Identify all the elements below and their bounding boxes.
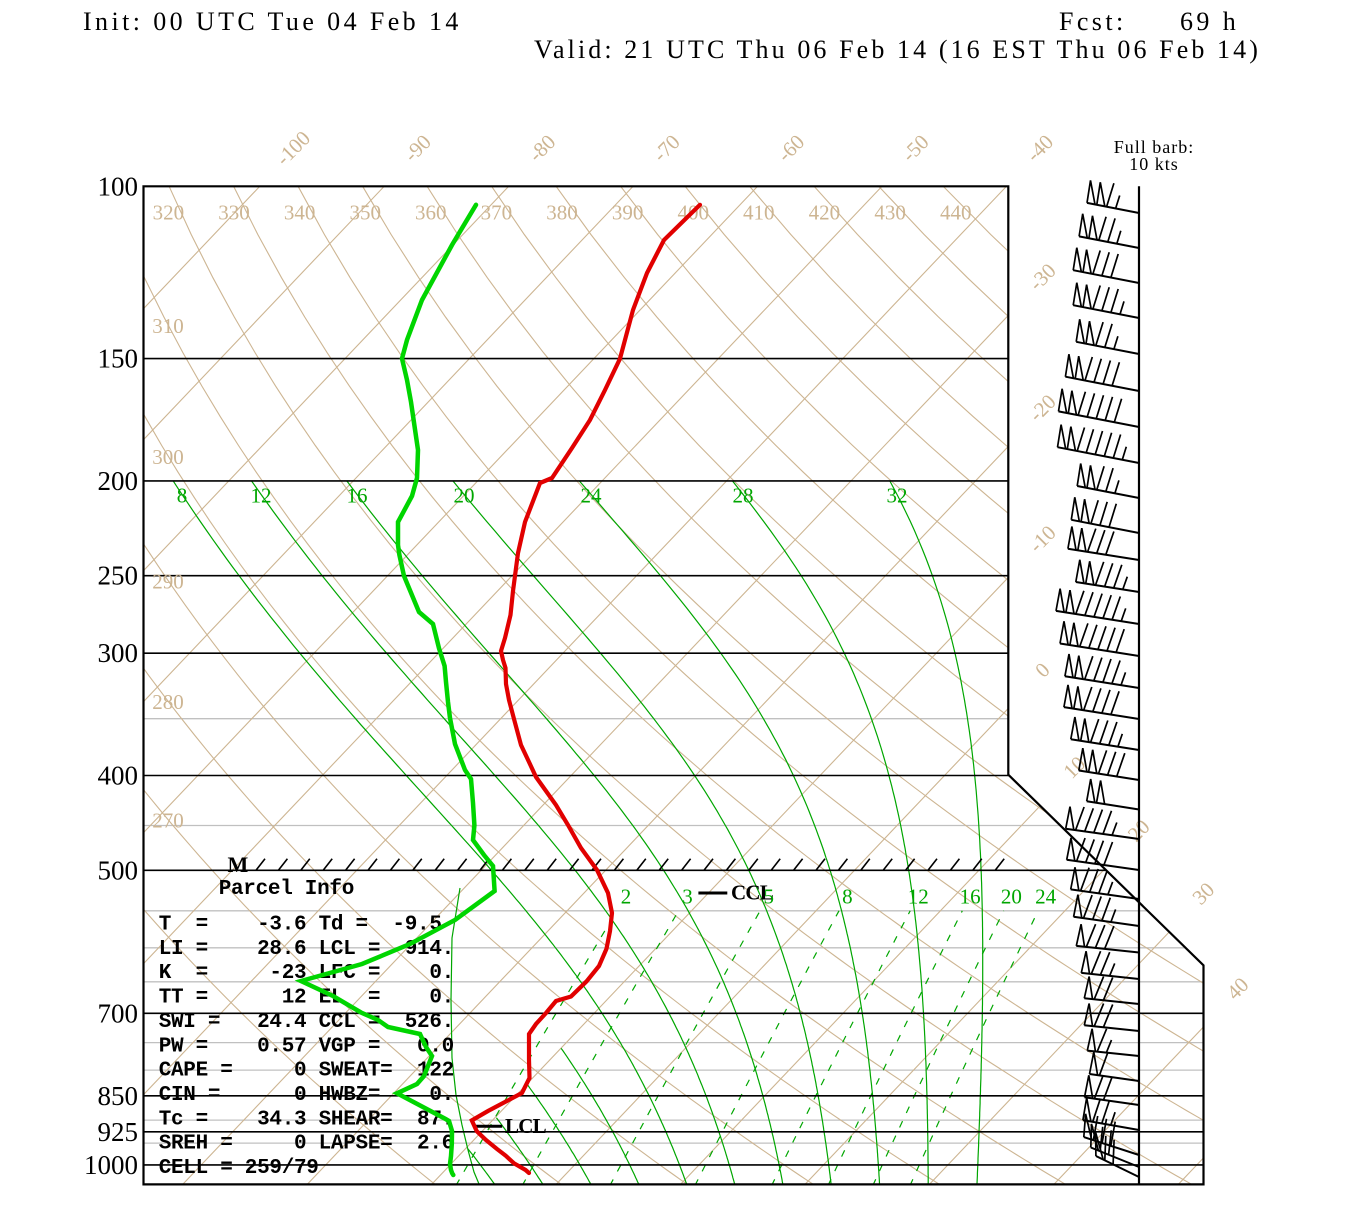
- svg-text:330: 330: [218, 201, 250, 225]
- svg-text:K = -23 LFC = 0.: K = -23 LFC = 0.: [159, 962, 454, 985]
- svg-text:SWI = 24.4 CCL = 526.: SWI = 24.4 CCL = 526.: [159, 1011, 454, 1034]
- svg-text:CAPE = 0 SWEAT= 122: CAPE = 0 SWEAT= 122: [159, 1060, 454, 1083]
- svg-text:340: 340: [284, 201, 316, 225]
- svg-text:24: 24: [1035, 884, 1057, 908]
- svg-text:Init: 00 UTC Tue 04 Feb 14: Init: 00 UTC Tue 04 Feb 14: [83, 7, 462, 36]
- svg-text:16: 16: [347, 483, 368, 507]
- svg-text:T = -3.6 Td = -9.5: T = -3.6 Td = -9.5: [159, 914, 442, 937]
- svg-text:370: 370: [481, 201, 513, 225]
- svg-text:150: 150: [98, 344, 139, 374]
- svg-text:3: 3: [682, 884, 693, 908]
- svg-text:310: 310: [152, 314, 184, 338]
- svg-text:20: 20: [1001, 884, 1022, 908]
- svg-text:CELL = 259/79: CELL = 259/79: [159, 1157, 319, 1180]
- svg-text:1000: 1000: [84, 1150, 138, 1180]
- svg-text:280: 280: [152, 690, 184, 714]
- svg-text:Parcel Info: Parcel Info: [219, 878, 354, 901]
- svg-text:430: 430: [874, 201, 906, 225]
- svg-text:320: 320: [153, 201, 185, 225]
- svg-text:850: 850: [98, 1081, 139, 1111]
- svg-text:PW = 0.57 VGP = 0.0: PW = 0.57 VGP = 0.0: [159, 1035, 454, 1058]
- svg-text:CCL: CCL: [731, 881, 774, 905]
- svg-text:380: 380: [546, 201, 578, 225]
- svg-text:32: 32: [887, 483, 908, 507]
- svg-text:300: 300: [98, 638, 139, 668]
- svg-text:200: 200: [98, 466, 139, 496]
- svg-text:Valid: 21 UTC Thu 06 Feb 14 (1: Valid: 21 UTC Thu 06 Feb 14 (16 EST Thu …: [534, 35, 1261, 64]
- svg-text:410: 410: [743, 201, 775, 225]
- svg-text:10 kts: 10 kts: [1129, 154, 1179, 174]
- svg-text:SREH = 0 LAPSE= 2.6: SREH = 0 LAPSE= 2.6: [159, 1133, 454, 1156]
- svg-text:28: 28: [733, 483, 754, 507]
- svg-text:TT = 12 EL = 0.: TT = 12 EL = 0.: [159, 987, 454, 1010]
- svg-text:24: 24: [581, 483, 603, 507]
- svg-text:Full barb:: Full barb:: [1114, 137, 1195, 157]
- svg-text:420: 420: [809, 201, 841, 225]
- svg-text:12: 12: [908, 884, 929, 908]
- svg-text:LI = 28.6 LCL = 914.: LI = 28.6 LCL = 914.: [159, 938, 454, 961]
- svg-text:5: 5: [764, 884, 775, 908]
- svg-text:8: 8: [177, 483, 188, 507]
- svg-text:CIN = 0 HWBZ= 0.: CIN = 0 HWBZ= 0.: [159, 1084, 454, 1107]
- svg-text:700: 700: [98, 998, 139, 1028]
- svg-text:350: 350: [349, 201, 381, 225]
- svg-text:69 h: 69 h: [1180, 7, 1239, 36]
- svg-text:100: 100: [98, 171, 139, 201]
- svg-text:360: 360: [415, 201, 447, 225]
- svg-text:12: 12: [251, 483, 272, 507]
- svg-text:500: 500: [98, 855, 139, 885]
- svg-text:300: 300: [152, 445, 184, 469]
- svg-text:20: 20: [454, 483, 475, 507]
- svg-text:2: 2: [621, 884, 632, 908]
- svg-text:Fcst:: Fcst:: [1059, 7, 1127, 36]
- svg-text:250: 250: [98, 561, 139, 591]
- svg-text:8: 8: [842, 884, 853, 908]
- svg-text:290: 290: [152, 570, 184, 594]
- svg-text:16: 16: [960, 884, 981, 908]
- svg-text:LCL: LCL: [505, 1114, 547, 1138]
- svg-text:Tc = 34.3 SHEAR= 87.: Tc = 34.3 SHEAR= 87.: [159, 1108, 454, 1131]
- svg-text:925: 925: [98, 1117, 139, 1147]
- svg-text:400: 400: [98, 761, 139, 791]
- svg-text:M: M: [228, 852, 249, 877]
- svg-text:390: 390: [612, 201, 644, 225]
- svg-text:440: 440: [940, 201, 972, 225]
- svg-text:270: 270: [152, 809, 184, 833]
